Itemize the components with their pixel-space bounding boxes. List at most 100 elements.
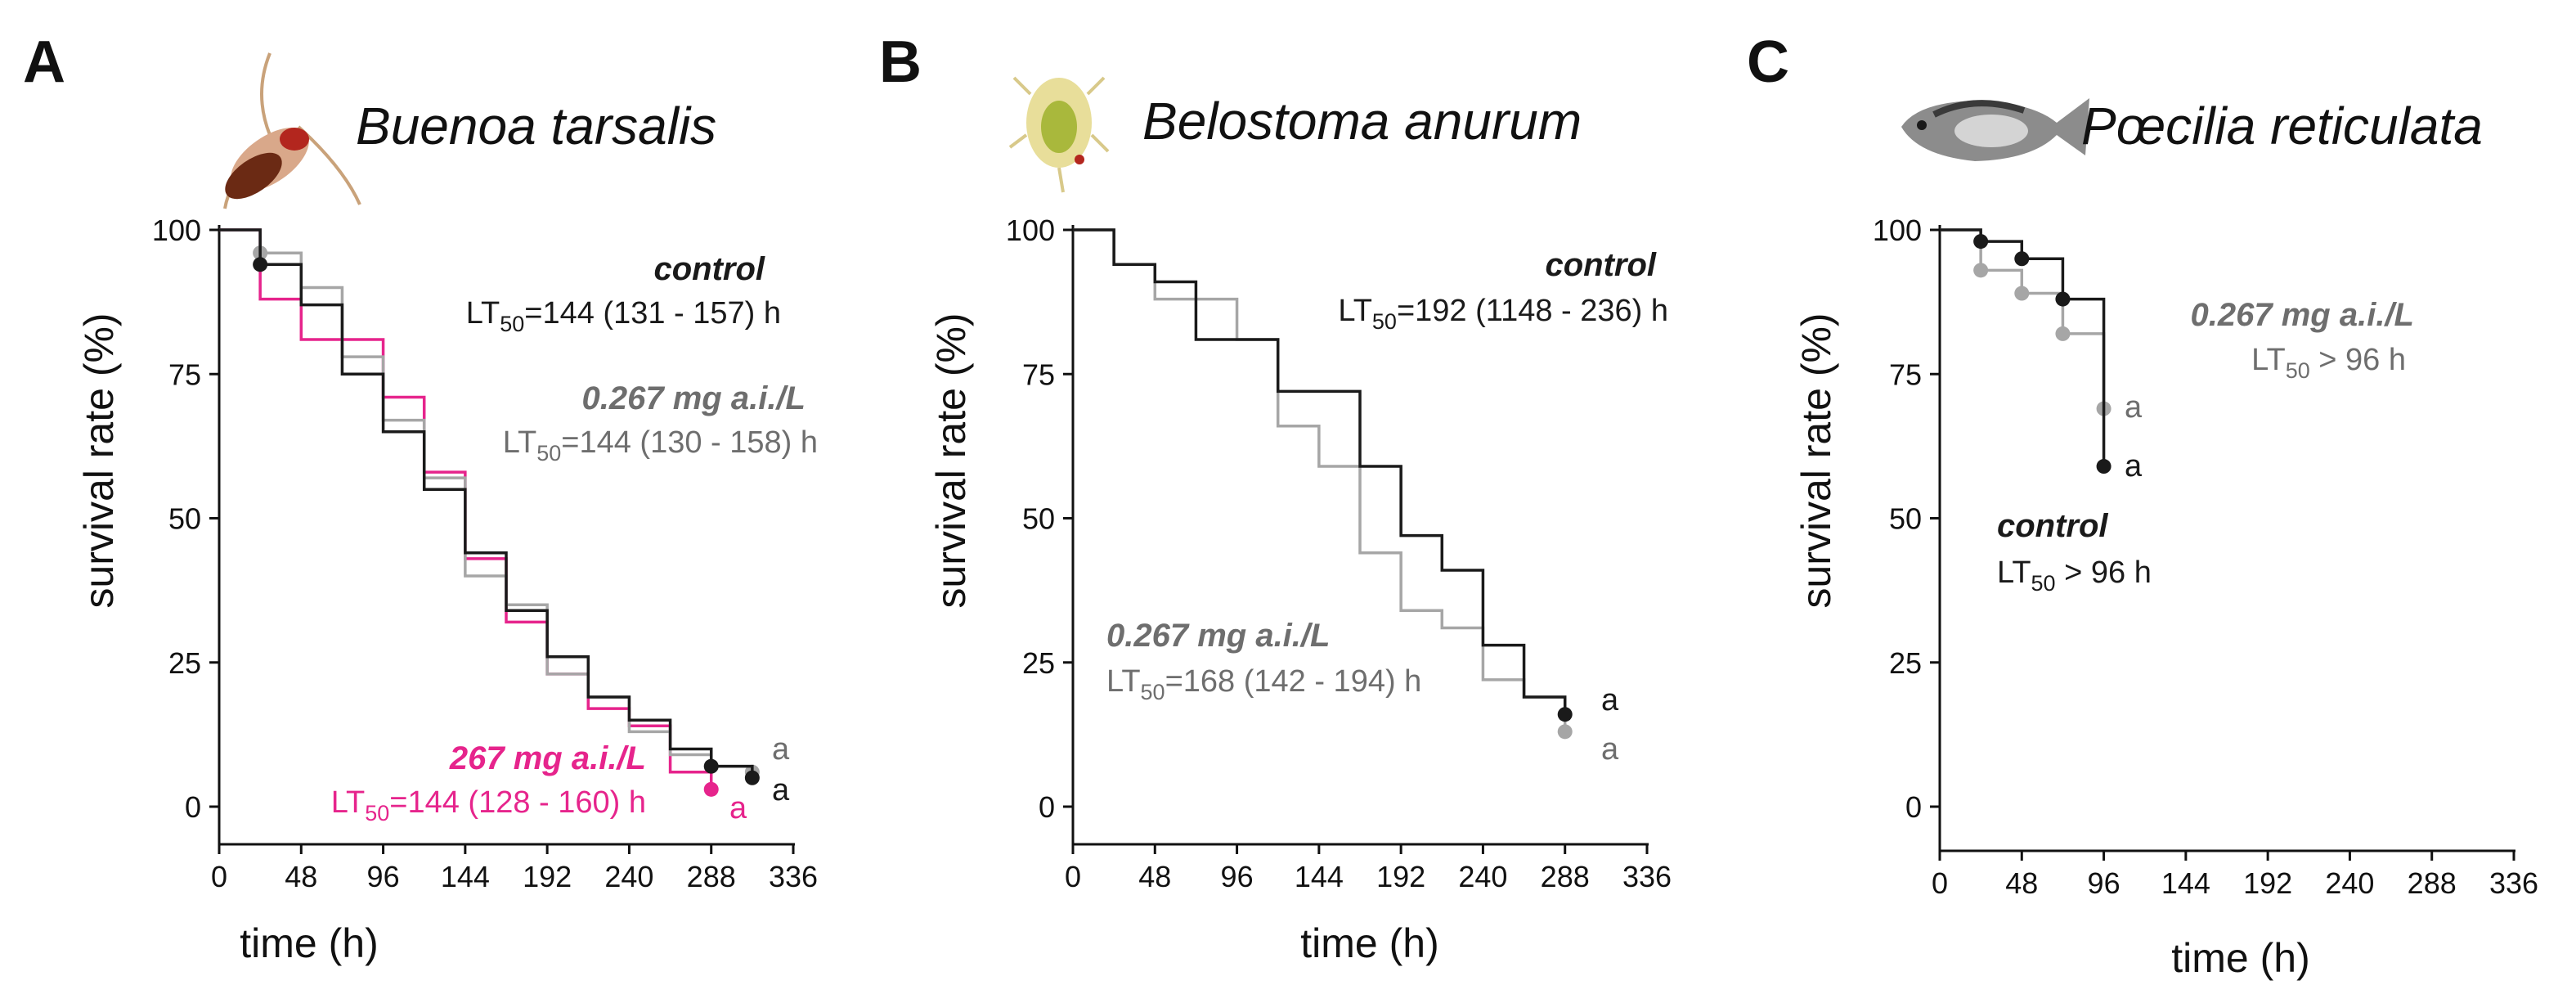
lt50-control: LT50=144 (131 - 157) h: [466, 296, 781, 336]
y-axis-title: survival rate (%): [928, 313, 974, 608]
fish-icon: [1901, 98, 2089, 161]
significance-letter-low-dose: a: [1601, 732, 1619, 767]
axes: 0 48 96 144 192 240 288 336 0 25 50 75 100: [152, 214, 818, 893]
series-line-1: [1073, 228, 1567, 732]
x-tick-label: 288: [2408, 866, 2457, 900]
panel-c: C Pœcilia reticulata survival rate (%) t…: [1747, 29, 2538, 981]
x-tick-label: 144: [2161, 866, 2210, 900]
x-tick-label: 288: [1541, 860, 1590, 893]
series-marker-0: [2014, 251, 2030, 267]
lt50-control: LT50=192 (1148 - 236) h: [1338, 294, 1668, 334]
annotation-control: control LT50=144 (131 - 157) h: [466, 251, 781, 336]
x-tick-label: 240: [2325, 866, 2374, 900]
annotation-control: control LT50=192 (1148 - 236) h: [1338, 247, 1668, 334]
series-marker-1: [2014, 286, 2030, 301]
y-tick-label: 75: [168, 358, 201, 391]
series-marker-2: [703, 781, 719, 797]
series-marker-0: [2055, 291, 2071, 307]
series-marker-0: [1557, 707, 1573, 722]
y-tick-label: 50: [1889, 502, 1922, 536]
lt50-low-dose: LT50 > 96 h: [2251, 343, 2406, 383]
y-tick-label: 50: [168, 502, 201, 536]
x-tick-label: 336: [2489, 866, 2538, 900]
x-axis-title: time (h): [2171, 935, 2309, 981]
x-tick-label: 240: [1458, 860, 1507, 893]
series-marker-1: [1557, 724, 1573, 740]
x-tick-label: 336: [1622, 860, 1672, 893]
series-marker-1: [2055, 326, 2071, 341]
series-layer: [1940, 228, 2112, 475]
water-bug-icon: [1008, 76, 1110, 193]
series-marker-0: [703, 758, 719, 774]
axes: 0 48 96 144 192 240 288 336 0 25 50 75 100: [1006, 214, 1672, 893]
significance-letter-control: a: [1601, 683, 1619, 717]
series-marker-0: [1973, 234, 1989, 250]
treatment-label-control: control: [653, 251, 765, 287]
y-tick-label: 75: [1889, 358, 1922, 391]
treatment-label-low-dose: 0.267 mg a.i./L: [1106, 618, 1330, 654]
y-tick-label: 0: [1905, 790, 1922, 824]
y-tick-label: 0: [185, 790, 201, 824]
x-tick-label: 96: [1221, 860, 1254, 893]
x-axis-title: time (h): [240, 920, 378, 966]
treatment-label-low-dose: 0.267 mg a.i./L: [2191, 297, 2414, 333]
y-tick-label: 50: [1022, 502, 1055, 536]
x-tick-label: 288: [687, 860, 736, 893]
x-axis-title: time (h): [1300, 920, 1438, 966]
treatment-label-control: control: [1545, 247, 1656, 283]
y-tick-label: 0: [1039, 790, 1055, 824]
x-tick-label: 48: [2005, 866, 2038, 900]
series-marker-0: [2096, 459, 2112, 475]
significance-letter-control: a: [772, 773, 790, 807]
lt50-high-dose: LT50=144 (128 - 160) h: [331, 785, 646, 825]
y-tick-label: 25: [1889, 646, 1922, 680]
y-tick-label: 100: [152, 214, 201, 247]
lt50-low-dose: LT50=168 (142 - 194) h: [1106, 664, 1421, 704]
series-layer: [219, 228, 760, 797]
species-name: Belostoma anurum: [1142, 92, 1582, 151]
x-tick-label: 0: [1065, 860, 1081, 893]
series-line-0: [1073, 228, 1567, 715]
x-tick-label: 240: [604, 860, 653, 893]
y-axis-title: survival rate (%): [1793, 313, 1839, 608]
y-tick-label: 100: [1873, 214, 1922, 247]
treatment-label-low-dose: 0.267 mg a.i./L: [582, 380, 806, 416]
significance-letter-low-dose: a: [2125, 390, 2143, 425]
series-line-0: [219, 228, 754, 778]
panel-a: A Buenoa tarsalis survival rate (%) time…: [23, 29, 818, 966]
y-tick-label: 75: [1022, 358, 1055, 391]
annotation-low-dose: 0.267 mg a.i./L LT50=168 (142 - 194) h: [1106, 618, 1421, 704]
species-name: Pœcilia reticulata: [2081, 97, 2483, 155]
annotation-high-dose: 267 mg a.i./L LT50=144 (128 - 160) h: [331, 740, 646, 825]
x-tick-label: 96: [2088, 866, 2120, 900]
x-tick-label: 48: [285, 860, 317, 893]
lt50-low-dose: LT50=144 (130 - 158) h: [503, 425, 818, 466]
series-marker-0: [744, 770, 760, 785]
species-name: Buenoa tarsalis: [356, 97, 716, 155]
y-tick-label: 25: [168, 646, 201, 680]
y-tick-label: 25: [1022, 646, 1055, 680]
x-tick-label: 96: [367, 860, 400, 893]
x-tick-label: 144: [1295, 860, 1344, 893]
x-tick-label: 192: [523, 860, 572, 893]
x-tick-label: 0: [211, 860, 227, 893]
treatment-label-control: control: [1997, 508, 2108, 544]
axes: 0 48 96 144 192 240 288 336 0 25 50 75 100: [1873, 214, 2538, 900]
backswimmer-icon: [223, 52, 361, 209]
x-tick-label: 192: [2243, 866, 2292, 900]
y-axis-title: survival rate (%): [76, 313, 122, 608]
panel-b: B Belostoma anurum survival rate (%) tim…: [879, 29, 1672, 966]
series-layer: [1073, 228, 1573, 740]
series-marker-1: [1973, 263, 1989, 278]
y-tick-label: 100: [1006, 214, 1055, 247]
panel-letter: B: [879, 29, 922, 95]
annotation-low-dose: 0.267 mg a.i./L LT50 > 96 h: [2191, 297, 2414, 383]
x-tick-label: 144: [441, 860, 490, 893]
significance-letter-high-dose: a: [729, 791, 747, 825]
annotation-control: control LT50 > 96 h: [1997, 508, 2152, 596]
x-tick-label: 192: [1376, 860, 1425, 893]
treatment-label-high-dose: 267 mg a.i./L: [449, 740, 646, 776]
lt50-control: LT50 > 96 h: [1997, 555, 2152, 596]
series-line-2: [219, 228, 713, 789]
